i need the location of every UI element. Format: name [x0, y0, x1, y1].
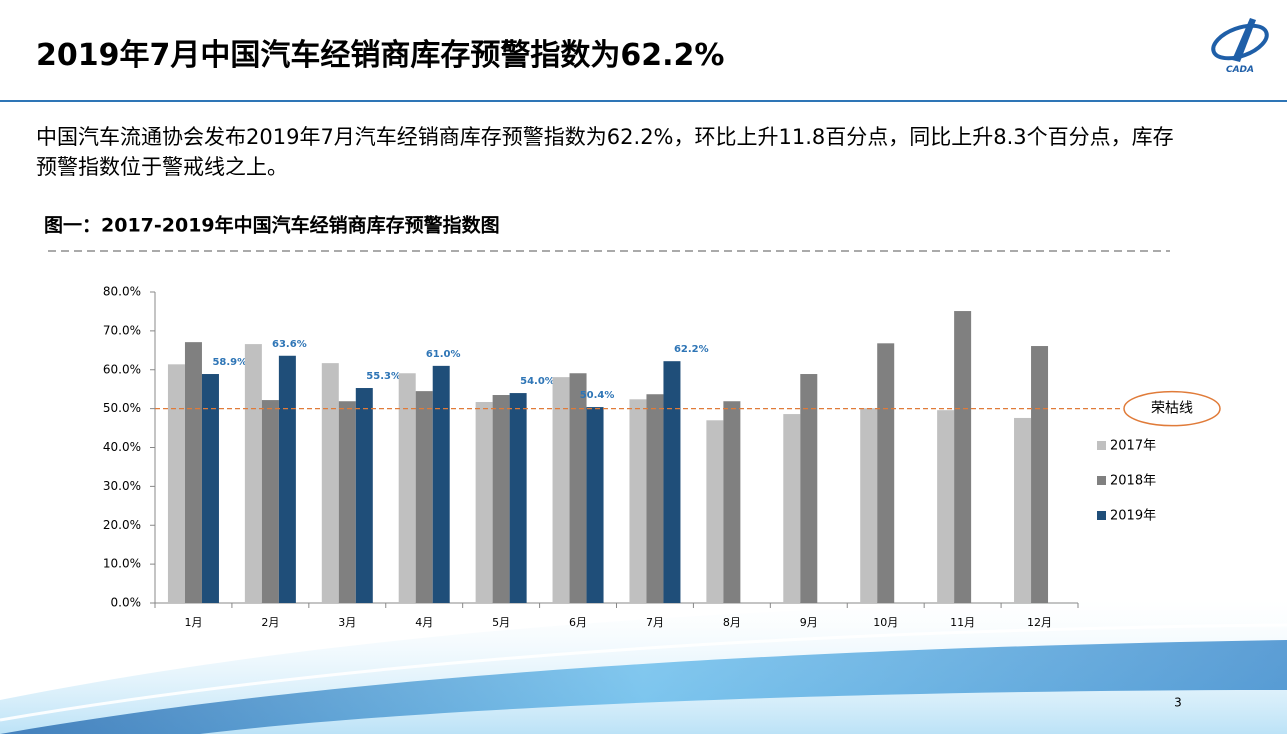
x-tick-label: 1月 [184, 616, 202, 629]
bar [492, 395, 510, 603]
bar [355, 388, 373, 603]
y-tick-label: 80.0% [103, 285, 141, 299]
x-tick-label: 2月 [261, 616, 279, 629]
y-tick-label: 20.0% [103, 518, 141, 532]
legend-swatch [1097, 476, 1106, 485]
y-tick-label: 50.0% [103, 401, 141, 415]
bar [321, 363, 339, 603]
data-label: 62.2% [674, 344, 709, 355]
bar [244, 344, 262, 603]
x-tick-label: 7月 [646, 616, 664, 629]
data-label: 58.9% [212, 357, 247, 368]
data-label: 54.0% [520, 376, 555, 387]
bar [552, 377, 570, 603]
bar [167, 364, 185, 603]
bar [509, 393, 527, 603]
page-number: 3 [1174, 696, 1182, 710]
bar [338, 401, 356, 603]
legend-label: 2018年 [1110, 474, 1156, 489]
bar [783, 414, 801, 603]
bar [398, 373, 416, 603]
x-tick-label: 3月 [338, 616, 356, 629]
slide-title: 2019年7月中国汽车经销商库存预警指数为62.2% [36, 38, 725, 73]
reference-badge [1123, 390, 1221, 427]
bar [1014, 417, 1032, 603]
x-tick-label: 8月 [723, 616, 741, 629]
x-tick-label: 10月 [873, 616, 898, 629]
bar [706, 420, 724, 603]
bar [278, 355, 296, 603]
y-tick-label: 0.0% [111, 596, 142, 610]
chart-title: 图一：2017-2019年中国汽车经销商库存预警指数图 [44, 214, 500, 237]
x-tick-label: 12月 [1027, 616, 1052, 629]
bar [201, 374, 219, 603]
y-tick-label: 30.0% [103, 479, 141, 493]
title-rule [0, 100, 1287, 102]
legend-label: 2019年 [1110, 509, 1156, 524]
logo: CADA [1211, 18, 1269, 75]
bar [184, 342, 202, 603]
y-tick-label: 40.0% [103, 440, 141, 454]
data-label: 55.3% [366, 371, 401, 382]
bar [1031, 346, 1049, 603]
bar [586, 407, 604, 603]
y-tick-label: 70.0% [103, 323, 141, 337]
reference-label: 荣枯线 [1151, 401, 1193, 417]
bar [415, 391, 433, 603]
bar [860, 408, 878, 603]
bar [663, 361, 681, 603]
bar [800, 374, 818, 603]
bar [569, 373, 587, 603]
y-tick-label: 60.0% [103, 362, 141, 376]
legend-swatch [1097, 511, 1106, 520]
y-tick-label: 10.0% [103, 557, 141, 571]
bar [877, 343, 895, 603]
bar [723, 401, 741, 603]
summary-text: 中国汽车流通协会发布2019年7月汽车经销商库存预警指数为62.2%，环比上升1… [36, 125, 1174, 179]
bar [937, 410, 955, 603]
x-tick-label: 6月 [569, 616, 587, 629]
bar [646, 394, 664, 603]
bar [432, 365, 450, 603]
bar [954, 311, 972, 603]
x-tick-label: 11月 [950, 616, 975, 629]
x-tick-label: 5月 [492, 616, 510, 629]
bar [261, 400, 279, 603]
svg-text:CADA: CADA [1226, 65, 1254, 75]
bar [629, 399, 647, 603]
bar [475, 402, 493, 603]
x-tick-label: 9月 [800, 616, 818, 629]
legend-swatch [1097, 441, 1106, 450]
data-label: 61.0% [426, 349, 461, 360]
data-label: 63.6% [272, 339, 307, 350]
x-tick-label: 4月 [415, 616, 433, 629]
legend-label: 2017年 [1110, 439, 1156, 454]
data-label: 50.4% [580, 390, 615, 401]
